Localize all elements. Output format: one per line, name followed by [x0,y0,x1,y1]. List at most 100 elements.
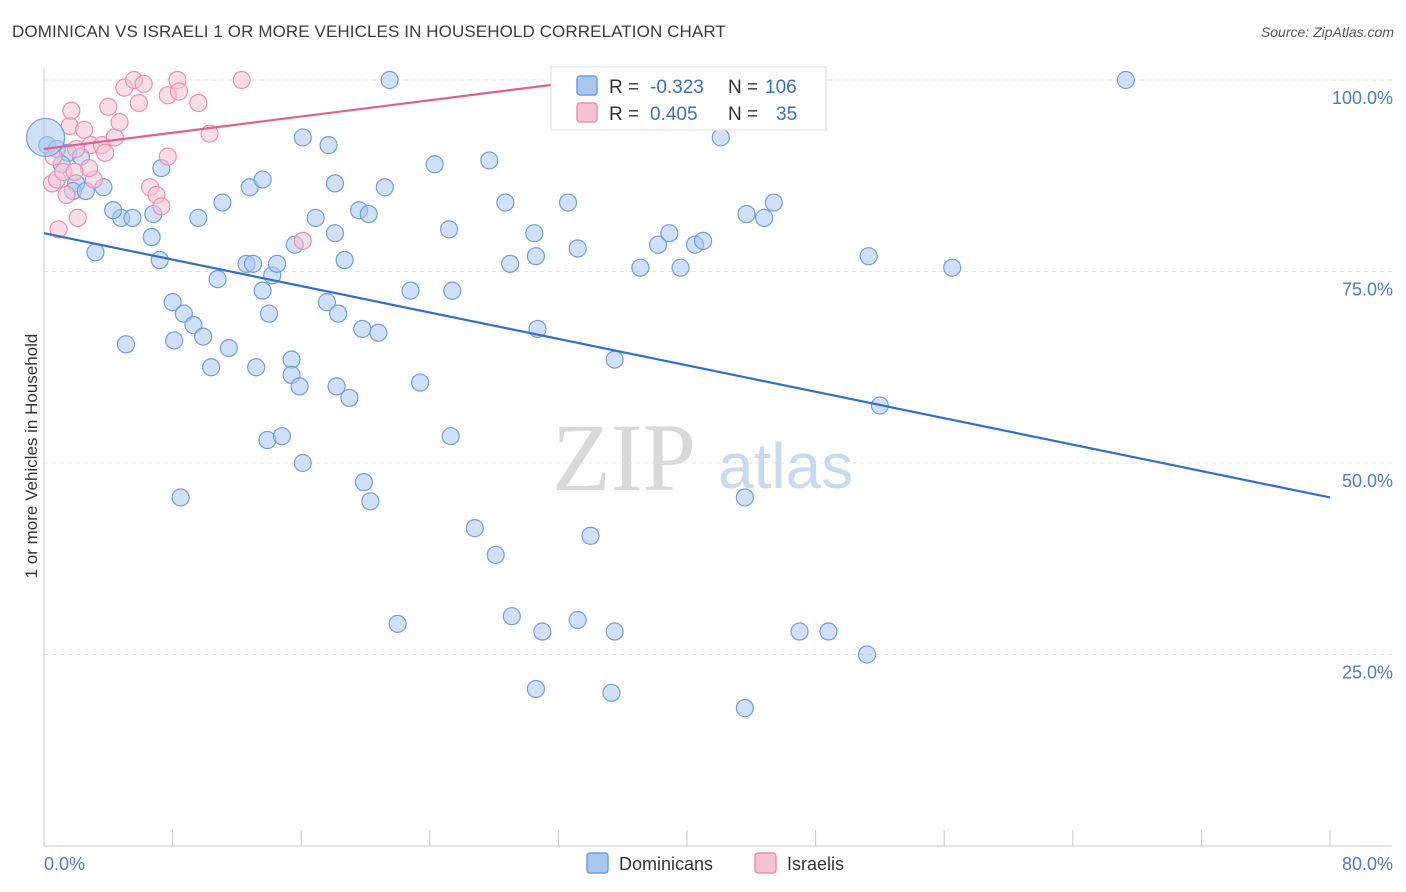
tick-labels: 25.0% 50.0% 75.0% 100.0% 0.0% 80.0% [44,88,1393,874]
point-dominicans [480,151,499,170]
point-israelis [189,93,208,113]
point-dominicans [306,208,325,227]
point-dominicans [711,128,730,147]
legend-label-israelis: Israelis [787,854,844,874]
point-dominicans [693,231,713,250]
point-israelis [68,208,87,227]
stats-r-label-1: R = [609,77,639,98]
watermark-zip: ZIP [552,404,696,511]
point-dominicans [380,70,399,90]
point-israelis [110,113,129,132]
legend-swatch-israelis [754,852,777,874]
point-dominicans [208,270,227,289]
stats-r-label-2: R = [609,104,639,125]
point-dominicans [335,250,354,270]
point-israelis [57,185,76,204]
point-dominicans [411,373,430,392]
point-israelis [169,82,189,101]
point-dominicans [439,220,459,239]
point-dominicans [496,193,515,212]
point-dominicans [354,473,373,492]
point-dominicans [401,281,420,300]
point-israelis [62,101,81,120]
data-points [26,70,1135,718]
stats-n-israelis: 35 [776,104,797,125]
point-dominicans [142,227,161,247]
point-dominicans [859,247,878,266]
y-tick-label: 75.0% [1342,280,1393,300]
point-dominicans [293,453,312,473]
point-dominicans [104,201,123,220]
point-dominicans [189,208,208,227]
y-tick-label: 50.0% [1342,471,1393,491]
point-dominicans [272,427,292,446]
point-dominicans [319,136,338,155]
point-dominicans [86,243,105,262]
point-israelis [95,143,115,162]
point-dominicans [325,224,345,243]
point-dominicans [443,281,462,300]
stats-n-label-2: N = [728,104,758,125]
point-dominicans [171,488,190,507]
point-dominicans [568,239,587,258]
point-dominicans [329,304,348,323]
point-israelis [158,147,177,166]
point-dominicans [486,545,505,565]
point-dominicans [123,208,142,227]
point-dominicans [735,488,754,507]
y-tick-label: 25.0% [1342,663,1393,683]
point-dominicans [425,155,444,174]
point-dominicans [525,224,544,243]
point-dominicans [290,377,309,396]
point-dominicans [202,358,221,377]
point-dominicans [267,254,287,273]
point-dominicans [568,610,587,630]
axes [43,68,1392,847]
point-dominicans [243,254,263,273]
point-dominicans [213,193,232,212]
x-tick-label-max: 80.0% [1342,854,1393,874]
point-dominicans [253,281,272,300]
point-dominicans [375,178,394,197]
point-dominicans [558,193,578,212]
point-dominicans [943,258,962,277]
point-dominicans [631,258,650,277]
point-dominicans [764,193,783,212]
point-israelis [152,197,171,216]
gridlines [44,79,1392,655]
point-dominicans [605,350,624,369]
point-dominicans [465,519,484,538]
stats-swatch-dominicans [576,75,598,96]
point-israelis [232,70,251,90]
point-israelis [99,97,118,116]
point-dominicans [259,304,279,323]
y-tick-label: 100.0% [1332,88,1393,108]
point-dominicans [293,128,312,147]
point-dominicans [150,250,169,270]
point-dominicans [660,224,679,243]
point-dominicans [502,607,521,626]
point-dominicans [526,247,545,266]
point-dominicans [526,679,545,699]
point-dominicans [253,170,272,189]
chart-title: DOMINICAN VS ISRAELI 1 OR MORE VEHICLES … [12,22,726,41]
point-dominicans [501,254,520,273]
trend-lines [43,78,1331,499]
trend-line-dominicans [43,232,1331,499]
source-label: Source: ZipAtlas.com [1260,24,1394,40]
legend-label-dominicans: Dominicans [619,854,713,874]
x-tick-label-min: 0.0% [44,854,85,874]
point-dominicans [26,117,66,158]
point-dominicans [737,204,756,224]
point-israelis [134,74,153,93]
point-israelis [49,220,68,239]
point-israelis [67,139,86,159]
point-dominicans [165,331,184,350]
point-dominicans [317,293,337,312]
point-dominicans [581,526,600,545]
point-israelis [105,128,124,147]
legend: Dominicans Israelis [586,852,844,874]
point-dominicans [790,622,809,641]
point-dominicans [247,358,266,377]
